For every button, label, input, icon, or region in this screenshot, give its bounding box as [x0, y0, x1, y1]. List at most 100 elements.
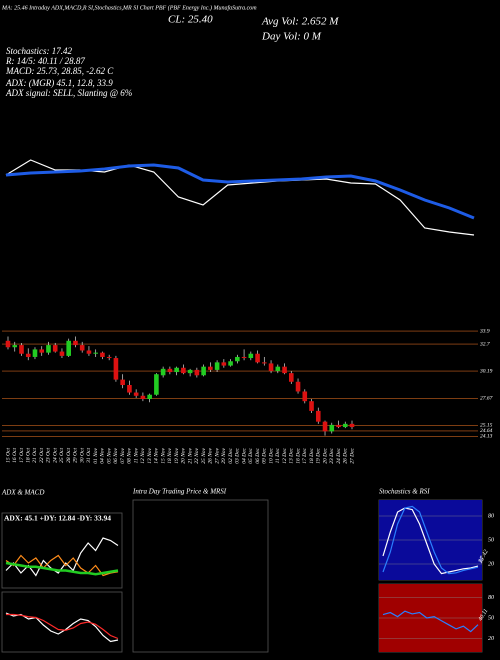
x-tick-label: 15 Nov	[160, 447, 166, 463]
candle-body	[66, 340, 72, 356]
x-tick-label: 10 Dec	[268, 447, 274, 463]
candle-body	[113, 358, 119, 380]
y-tick-label: 24.64	[480, 427, 493, 434]
panel-title: ADX & MACD	[1, 489, 44, 497]
y-tick-label: 50	[488, 615, 494, 621]
candle-body	[221, 362, 227, 366]
x-tick-label: 16 Oct	[12, 448, 18, 463]
y-tick-label: 80	[488, 513, 494, 519]
x-tick-label: 19 Dec	[316, 447, 322, 463]
candle-body	[268, 363, 274, 371]
x-tick-label: 04 Dec	[240, 447, 247, 463]
candle-body	[133, 392, 139, 396]
series-line	[382, 610, 479, 633]
y-tick-label: 20	[488, 636, 494, 642]
x-tick-label: 18 Oct	[26, 448, 32, 463]
candle-body	[19, 345, 24, 354]
y-tick-label: 27.67	[480, 396, 493, 402]
candle-body	[302, 391, 308, 402]
candle-body	[167, 368, 173, 373]
x-tick-label: 25 Nov	[201, 447, 207, 463]
adx-signal: ADX signal: SELL, Slanting @ 6%	[5, 88, 132, 98]
candle-body	[147, 394, 152, 400]
candle-body	[154, 374, 159, 395]
candle-body	[39, 349, 45, 353]
candle-body	[262, 362, 267, 364]
x-tick-label: 24 Oct	[51, 448, 58, 463]
candle-body	[73, 340, 78, 346]
candle-body	[342, 423, 348, 428]
candle-body	[86, 350, 92, 354]
candle-body	[275, 366, 281, 371]
x-tick-label: 21 Nov	[187, 447, 193, 463]
candle-body	[282, 366, 287, 374]
candle-body	[5, 340, 11, 348]
x-tick-label: 02 Dec	[228, 447, 234, 463]
x-tick-label: 29 Oct	[73, 448, 79, 463]
candle-body	[25, 353, 31, 357]
series-line	[382, 505, 479, 575]
candle-body	[181, 367, 186, 374]
y-tick-label: 33.9	[479, 328, 490, 334]
x-tick-label: 24 Dec	[335, 447, 342, 463]
x-tick-label: 29 Nov	[221, 447, 227, 463]
x-tick-label: 13 Nov	[147, 447, 153, 463]
candle-body	[93, 352, 98, 354]
x-tick-label: 13 Dec	[289, 447, 295, 463]
stochastics: Stochastics: 17.42	[6, 46, 72, 56]
panel-title: Intra Day Trading Price & MRSI	[132, 488, 227, 496]
series-line	[6, 613, 119, 640]
adx: ADX: (MGR) 45.1, 12.8, 33.9	[5, 78, 113, 88]
x-tick-label: 07 Nov	[120, 447, 126, 463]
candle-body	[349, 423, 355, 428]
x-tick-label: 01 Nov	[93, 447, 99, 463]
y-tick-label: 80	[488, 595, 494, 601]
panel-frame	[1, 512, 123, 589]
x-tick-label: 31 Oct	[86, 448, 92, 464]
candle-body	[46, 345, 51, 353]
x-tick-label: 22 Nov	[194, 447, 200, 463]
y-tick-label: 25.15	[480, 423, 493, 429]
x-tick-label: 18 Nov	[167, 447, 173, 463]
candle-body	[214, 362, 220, 370]
x-tick-label: 08 Nov	[127, 447, 133, 463]
candle-body	[127, 385, 132, 393]
candle-body	[106, 356, 112, 359]
x-tick-label: 20 Nov	[181, 447, 187, 463]
panel-title: Stochastics & RSI	[379, 488, 430, 496]
x-tick-label: 26 Dec	[343, 447, 349, 463]
x-tick-label: 19 Nov	[174, 447, 180, 463]
candle-body	[52, 345, 58, 352]
candle-body	[120, 379, 125, 385]
candle-body	[235, 356, 240, 362]
candle-body	[248, 353, 254, 359]
x-tick-label: 17 Oct	[19, 448, 25, 463]
y-tick-label: 32.7	[479, 341, 490, 347]
candle-body	[12, 345, 18, 348]
series-line	[5, 554, 119, 577]
x-tick-label: 12 Dec	[282, 447, 288, 463]
x-tick-label: 23 Dec	[329, 447, 335, 463]
candle-body	[160, 368, 166, 376]
x-tick-label: 05 Nov	[106, 447, 112, 463]
x-tick-label: 04 Nov	[99, 447, 106, 463]
candle-body	[59, 351, 65, 356]
candle-body	[201, 366, 206, 376]
avg-vol: Avg Vol: 2.652 M	[261, 16, 339, 28]
series-line	[5, 612, 119, 643]
candle-body	[309, 401, 314, 411]
x-tick-label: 28 Oct	[66, 448, 72, 463]
x-tick-label: 06 Dec	[255, 447, 261, 463]
candle-body	[322, 421, 328, 432]
candle-body	[288, 373, 294, 382]
y-tick-label: 50	[488, 537, 494, 543]
x-tick-label: 26 Nov	[208, 447, 214, 463]
candle-body	[255, 353, 260, 363]
candle-body	[32, 349, 38, 357]
series-line	[382, 507, 479, 575]
candle-body	[174, 367, 179, 373]
candle-body	[329, 424, 335, 432]
day-vol: Day Vol: 0 M	[261, 31, 322, 43]
x-tick-label: 06 Nov	[113, 447, 119, 463]
candle-body	[79, 345, 85, 351]
